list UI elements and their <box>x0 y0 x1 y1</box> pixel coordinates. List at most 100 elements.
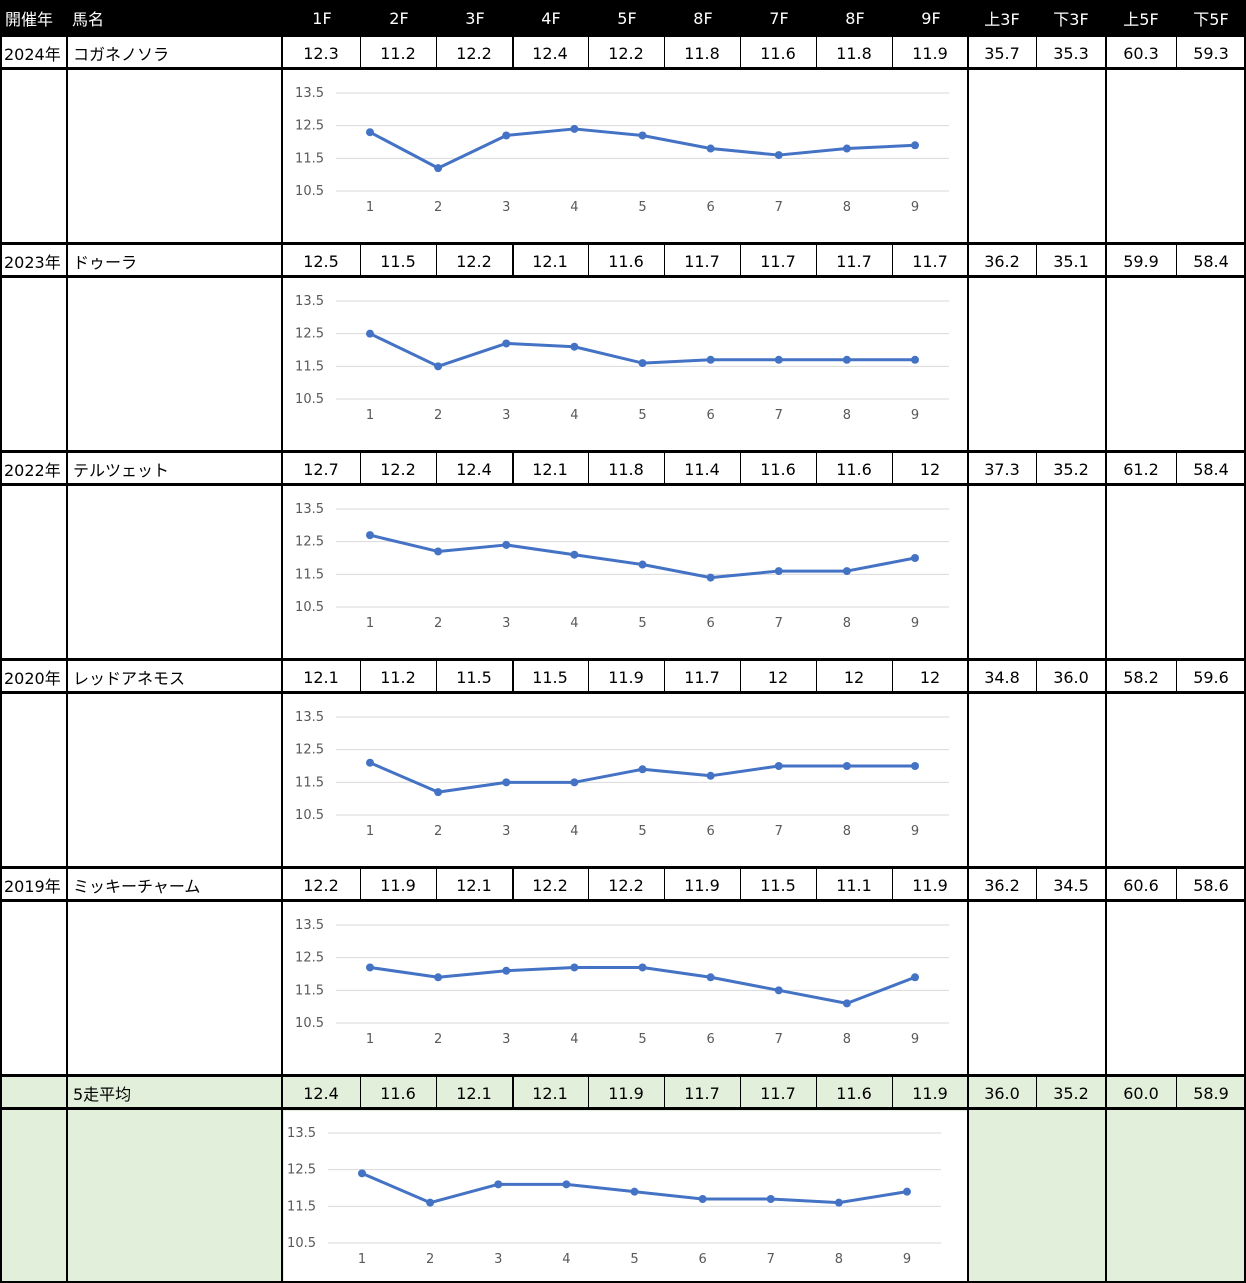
data-point <box>502 778 511 787</box>
data-point <box>774 986 783 995</box>
horse-name: コガネノソラ <box>73 44 170 64</box>
x-tick-label: 3 <box>494 1252 502 1267</box>
chart-svg: 13.5 12.5 11.5 10.5 1 2 3 4 5 6 7 8 9 <box>295 710 949 839</box>
x-tick-label: 6 <box>706 408 714 423</box>
data-point <box>638 359 647 368</box>
cell-border <box>892 244 893 277</box>
chart-svg: 13.5 12.5 11.5 10.5 1 2 3 4 5 6 7 8 9 <box>295 294 949 423</box>
cell-border <box>664 1076 665 1109</box>
y-tick-label: 11.5 <box>295 151 324 166</box>
split-time-cell: 36.2 <box>984 252 1020 271</box>
split-line-chart: 13.5 12.5 11.5 10.5 1 2 3 4 5 6 7 8 9 <box>284 903 967 1072</box>
cell-border <box>892 36 893 69</box>
lap-time-cell: 11.9 <box>912 44 948 63</box>
split-time-cell: 59.3 <box>1193 44 1229 63</box>
header-lap-7: 7F <box>769 8 789 28</box>
data-point <box>630 1187 639 1196</box>
data-point <box>434 362 443 371</box>
data-point <box>638 963 647 972</box>
x-tick-label: 3 <box>502 408 510 423</box>
cell-border <box>1036 660 1037 693</box>
data-point <box>766 1195 775 1203</box>
cell-border <box>512 452 514 485</box>
x-tick-label: 7 <box>775 200 783 215</box>
lap-time-cell: 12 <box>767 668 789 687</box>
header-lap-8: 8F <box>845 8 865 28</box>
x-tick-label: 6 <box>698 1252 706 1267</box>
x-tick-label: 1 <box>366 616 374 631</box>
year-cell: 2022年 <box>4 460 61 480</box>
data-point <box>502 540 511 549</box>
lap-time-cell: 11.6 <box>608 252 644 271</box>
cell-border <box>664 244 665 277</box>
x-tick-label: 1 <box>366 408 374 423</box>
cell-border <box>436 660 437 693</box>
x-tick-label: 6 <box>706 824 714 839</box>
cell-border <box>512 1076 514 1109</box>
cell-border <box>892 1076 893 1109</box>
horse-name: ドゥーラ <box>73 252 138 272</box>
row-border <box>0 450 1246 453</box>
cell-border <box>1036 452 1037 485</box>
x-tick-label: 8 <box>843 824 851 839</box>
x-tick-label: 5 <box>638 616 646 631</box>
cell-border <box>436 244 437 277</box>
x-tick-label: 1 <box>358 1252 366 1267</box>
y-tick-label: 13.5 <box>295 294 324 309</box>
y-tick-label: 10.5 <box>295 184 324 199</box>
column-border <box>281 36 283 1283</box>
data-point <box>366 531 374 540</box>
lap-time-cell: 12 <box>919 668 941 687</box>
header-split-1: 下3F <box>1053 10 1089 29</box>
x-tick-label: 8 <box>843 408 851 423</box>
lap-time-cell: 11.9 <box>912 1084 948 1103</box>
split-time-cell: 35.1 <box>1053 252 1089 271</box>
year-cell: 2024年 <box>4 44 61 64</box>
x-tick-label: 5 <box>630 1252 638 1267</box>
lap-time-cell: 12 <box>843 668 865 687</box>
x-tick-label: 6 <box>706 616 714 631</box>
lap-time-cell: 11.7 <box>912 252 948 271</box>
cell-border <box>1036 868 1037 901</box>
column-border <box>66 36 68 1283</box>
lap-time-cell: 11.7 <box>684 1084 720 1103</box>
data-point <box>834 1198 843 1207</box>
lap-time-cell: 11.7 <box>684 252 720 271</box>
x-tick-label: 3 <box>502 824 510 839</box>
lap-time-cell: 12.4 <box>303 1084 339 1103</box>
cell-border <box>512 244 514 277</box>
header-row <box>0 0 1246 36</box>
cell-border <box>1176 36 1177 69</box>
lap-time-cell: 11.9 <box>912 876 948 895</box>
average-background <box>67 1076 282 1283</box>
header-lap-1: 1F <box>312 8 332 28</box>
split-time-cell: 35.2 <box>1053 1084 1089 1103</box>
cell-border <box>360 660 361 693</box>
x-tick-label: 4 <box>562 1252 570 1267</box>
cell-border <box>512 868 514 901</box>
y-tick-label: 13.5 <box>295 86 324 101</box>
lap-time-cell: 12 <box>919 460 941 479</box>
chart-svg: 13.5 12.5 11.5 10.5 1 2 3 4 5 6 7 8 9 <box>287 1126 941 1267</box>
split-time-cell: 36.0 <box>984 1084 1020 1103</box>
y-tick-label: 11.5 <box>295 359 324 374</box>
cell-border <box>360 1076 361 1109</box>
lap-time-cell: 11.2 <box>380 44 416 63</box>
data-point <box>911 355 919 364</box>
row-border <box>0 1107 1246 1110</box>
header-lap-9: 9F <box>921 8 941 28</box>
x-tick-label: 7 <box>767 1252 775 1267</box>
x-tick-label: 2 <box>434 200 442 215</box>
y-tick-label: 13.5 <box>287 1126 316 1141</box>
data-point <box>842 999 851 1008</box>
x-tick-label: 3 <box>502 1032 510 1047</box>
row-border <box>0 658 1246 661</box>
x-tick-label: 9 <box>911 824 919 839</box>
chart-svg: 13.5 12.5 11.5 10.5 1 2 3 4 5 6 7 8 9 <box>295 918 949 1047</box>
cell-border <box>816 452 817 485</box>
x-tick-label: 9 <box>903 1252 911 1267</box>
data-point <box>911 554 919 562</box>
cell-border <box>816 244 817 277</box>
lap-time-cell: 11.9 <box>608 668 644 687</box>
data-point <box>706 144 715 153</box>
